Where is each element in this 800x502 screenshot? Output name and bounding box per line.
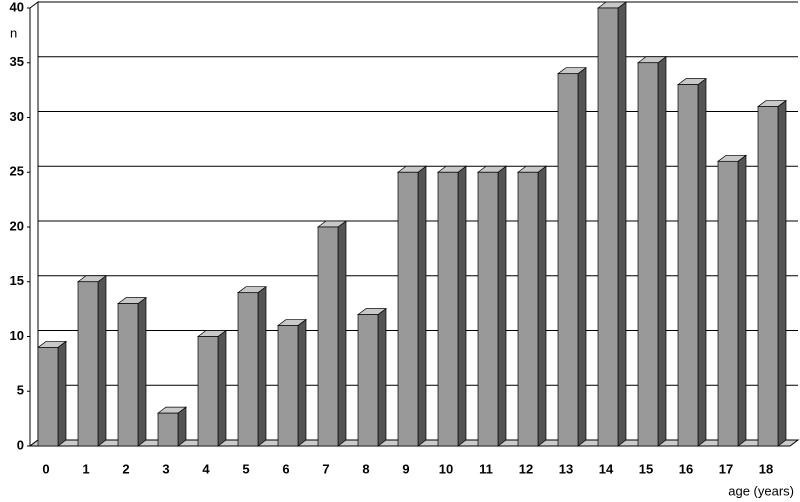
bar-side: [457, 165, 467, 447]
x-tick-label: 7: [322, 461, 329, 476]
y-axis-label: n: [10, 25, 17, 40]
bar: [277, 325, 299, 447]
bar-side: [337, 220, 347, 447]
bar: [597, 7, 619, 447]
x-tick-label: 5: [242, 461, 249, 476]
bar: [477, 171, 499, 447]
y-tick-label: 0: [17, 437, 24, 452]
bar: [677, 84, 699, 447]
y-tick-label: 15: [10, 273, 24, 288]
bar: [517, 171, 539, 447]
bar-side: [617, 1, 627, 447]
bar-side: [177, 406, 187, 447]
y-tick-label: 20: [10, 218, 24, 233]
bar-side: [257, 286, 267, 447]
y-tick-label: 10: [10, 328, 24, 343]
bar-side: [97, 275, 107, 447]
x-axis-label: age (years): [728, 483, 794, 498]
x-tick-label: 18: [759, 461, 773, 476]
x-tick-label: 17: [719, 461, 733, 476]
bar-side: [377, 307, 387, 447]
bar: [357, 314, 379, 447]
x-tick-label: 10: [439, 461, 453, 476]
bar: [637, 62, 659, 447]
x-tick-label: 1: [82, 461, 89, 476]
bar-side: [57, 340, 67, 447]
bar: [77, 281, 99, 447]
bar: [237, 292, 259, 447]
bar-side: [537, 165, 547, 447]
x-tick-label: 2: [122, 461, 129, 476]
y-tick-label: 40: [10, 0, 24, 14]
y-tick-label: 5: [17, 383, 24, 398]
x-tick-label: 8: [362, 461, 369, 476]
bar: [317, 226, 339, 447]
y-tick-label: 30: [10, 109, 24, 124]
x-tick-label: 12: [519, 461, 533, 476]
bar: [197, 336, 219, 447]
bar: [437, 171, 459, 447]
bar: [557, 73, 579, 447]
bar-side: [497, 165, 507, 447]
x-tick-label: 4: [202, 461, 210, 476]
bar: [117, 303, 139, 447]
bar: [157, 412, 179, 447]
y-tick-label: 35: [10, 54, 24, 69]
x-tick-label: 16: [679, 461, 693, 476]
bar: [717, 160, 739, 447]
bar-side: [577, 66, 587, 447]
x-tick-label: 6: [282, 461, 289, 476]
bar-side: [417, 165, 427, 447]
x-tick-label: 13: [559, 461, 573, 476]
bar-side: [777, 99, 787, 447]
bar-side: [297, 318, 307, 447]
x-tick-label: 11: [479, 461, 493, 476]
bar: [37, 347, 59, 447]
bar-side: [217, 329, 227, 447]
bar: [757, 106, 779, 447]
bar-side: [657, 56, 667, 447]
y-tick-label: 25: [10, 164, 24, 179]
bar-side: [137, 296, 147, 447]
x-tick-label: 15: [639, 461, 653, 476]
bar-side: [697, 77, 707, 447]
bar-side: [737, 154, 747, 447]
x-tick-label: 9: [402, 461, 409, 476]
x-tick-label: 0: [42, 461, 49, 476]
bar: [397, 171, 419, 447]
x-tick-label: 14: [599, 461, 614, 476]
x-tick-label: 3: [162, 461, 169, 476]
back-wall: [29, 1, 39, 447]
